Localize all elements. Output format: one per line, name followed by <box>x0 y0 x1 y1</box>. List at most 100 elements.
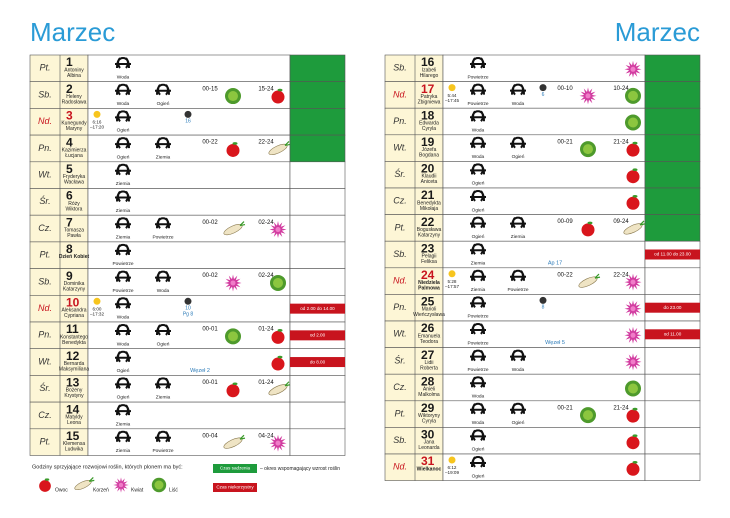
day-number: 24 <box>421 268 435 282</box>
fruit-icon <box>626 196 640 210</box>
zodiac-icon <box>155 430 171 443</box>
element-label: Woda <box>472 127 485 133</box>
status-cell <box>289 428 346 456</box>
leaf-inner <box>273 277 283 288</box>
weekday: Pt. <box>39 63 50 73</box>
zodiac-icon <box>510 402 526 415</box>
name-day: Pelagii <box>421 254 436 260</box>
leaf <box>632 407 638 411</box>
flower-core <box>230 280 236 286</box>
flower-core <box>630 66 636 72</box>
hour-range: 00-09 <box>557 219 573 225</box>
zodiac-icon <box>115 56 131 69</box>
status-cell <box>644 161 701 189</box>
day-cell <box>384 240 444 269</box>
name-day: Wacława <box>64 180 84 186</box>
name-day: Józefa <box>422 147 437 153</box>
name-day: Wielkanoc <box>417 466 442 472</box>
status-cell <box>644 373 701 402</box>
hour-range: 04-24 <box>258 433 274 439</box>
content-cell <box>87 375 291 403</box>
day-number: 29 <box>421 401 435 415</box>
name-day: Bożeny <box>66 388 83 394</box>
element-label: Ziemia <box>116 181 131 187</box>
day-number: 4 <box>66 135 73 149</box>
name-day: Cypriana <box>64 313 84 319</box>
status-cell <box>644 187 701 215</box>
content-cell <box>87 401 291 430</box>
day-number: 5 <box>66 162 73 176</box>
sun-time: 6:16 <box>93 120 102 125</box>
unfavourable-time <box>290 357 345 368</box>
hour-range: 21-24 <box>613 139 629 145</box>
name-day: Łucjana <box>65 153 83 159</box>
fruit-icon <box>226 143 240 157</box>
zodiac-icon <box>470 296 486 309</box>
day-number: 22 <box>421 215 435 229</box>
element-label: Woda <box>472 154 485 160</box>
name-day: Dzień Kobiet <box>59 254 90 260</box>
name-day: Aleksandra <box>61 308 86 314</box>
status-cell <box>644 54 701 82</box>
weekday: Sb. <box>393 435 407 445</box>
day-cell <box>384 161 444 189</box>
element-label: Ziemia <box>116 421 131 427</box>
zodiac-icon <box>155 323 171 336</box>
status-cell <box>644 107 701 136</box>
day-cell <box>29 214 89 243</box>
moon-icon <box>184 297 192 305</box>
node-note: Ap 17 <box>548 260 562 266</box>
leaf <box>587 221 593 225</box>
day-number: 6 <box>66 189 73 203</box>
content-cell <box>442 453 646 481</box>
weekday: Pn. <box>393 116 407 126</box>
fruit-icon <box>39 480 51 492</box>
status-cell <box>289 54 346 83</box>
day-number: 13 <box>66 376 80 390</box>
zodiac-icon <box>470 322 486 335</box>
day-number: 26 <box>421 321 435 335</box>
element-label: Woda <box>117 341 130 347</box>
name-day: Zbigniewa <box>418 99 441 105</box>
hour-range: 00-21 <box>557 139 573 145</box>
weekday: Cz. <box>38 223 52 233</box>
day-number: 8 <box>66 242 73 256</box>
day-number: 25 <box>421 295 435 309</box>
status-cell <box>289 81 346 109</box>
element-label: Ziemia <box>116 234 131 240</box>
name-day: Benedykta <box>417 200 441 206</box>
weekday: Cz. <box>38 410 52 420</box>
element-label: Woda <box>117 315 130 321</box>
weekday: Wt. <box>393 142 407 152</box>
sun-time: 6:12 <box>448 465 457 470</box>
status-cell <box>289 214 346 243</box>
day-cell <box>384 427 444 455</box>
status-cell <box>644 267 701 295</box>
hour-range: 00-02 <box>202 273 218 279</box>
name-day: Katarzyny <box>63 286 86 292</box>
name-day: Niedziela <box>418 280 440 286</box>
fruit-icon <box>226 384 240 398</box>
name-day: Wiktora <box>66 206 83 212</box>
status-cell <box>289 134 346 163</box>
element-label: Powietrze <box>112 288 133 294</box>
alert-text: do 8.00 <box>310 359 326 364</box>
moon-label: 10 <box>185 306 191 312</box>
element-label: Ziemia <box>156 154 171 160</box>
flower-core <box>118 482 124 488</box>
name-day: Antoniny <box>64 67 84 73</box>
zodiac-icon <box>115 217 131 229</box>
element-label: Ogień <box>472 181 485 187</box>
leaf <box>632 461 638 464</box>
hour-range: 15-24 <box>258 86 274 92</box>
root-leaves <box>284 381 291 387</box>
day-number: 27 <box>421 348 435 362</box>
element-label: Ziemia <box>471 287 486 293</box>
hour-range: 22-24 <box>613 272 629 278</box>
day-number: 7 <box>66 215 73 229</box>
name-day: Marioli <box>422 307 437 313</box>
content-cell <box>442 240 646 269</box>
weekday: Wt. <box>393 329 407 339</box>
sun-time: –17:45 <box>445 98 459 103</box>
status-cell <box>289 188 346 216</box>
